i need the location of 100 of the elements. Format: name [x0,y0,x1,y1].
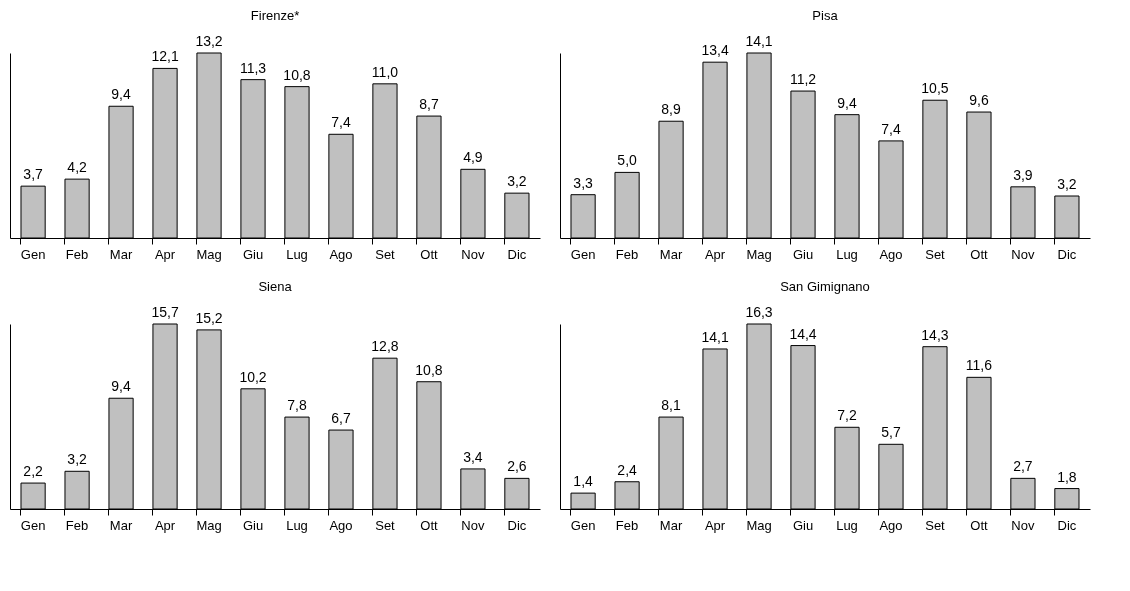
x-tick-label: Giu [792,517,814,533]
x-tick-label: Ott [420,517,438,533]
x-tick-label: Dic [507,246,527,262]
x-tick-label: Ott [970,246,988,262]
data-label: 9,4 [837,94,857,111]
data-label: 3,7 [23,166,44,183]
data-label: 9,6 [969,92,989,109]
data-label: 3,3 [573,174,594,191]
data-label: 11,2 [789,71,817,88]
x-tick-label: Mag [196,517,222,533]
x-tick-label: Set [375,517,396,533]
data-label: 9,4 [111,378,131,395]
data-label: 8,9 [661,101,681,118]
x-tick-label: Apr [704,246,726,262]
x-tick-label: Ago [329,517,353,533]
x-tick-label: Lug [286,246,308,262]
data-label: 4,9 [463,149,483,166]
data-label: 3,9 [1013,166,1033,183]
x-tick-label: Gen [20,246,46,262]
data-label: 5,0 [617,152,638,169]
x-tick-label: Set [375,246,396,262]
data-label: 15,7 [151,304,179,320]
data-label: 2,6 [507,458,527,475]
data-label: 14,4 [789,325,817,342]
x-tick-label: Feb [615,246,639,262]
data-label: 11,0 [371,63,399,80]
x-tick-label: Feb [65,246,89,262]
data-label: 6,7 [331,410,351,427]
x-tick-label: Mag [746,246,772,262]
data-label: 2,4 [617,461,638,478]
data-label: 14,3 [921,326,949,343]
data-label: 5,7 [881,424,901,441]
data-label: 12,1 [151,48,179,65]
data-label: 10,5 [921,80,949,97]
x-tick-label: Ago [879,246,903,262]
data-label: 1,8 [1057,468,1077,485]
x-tick-label: Apr [154,517,176,533]
data-label: 4,2 [67,159,88,176]
data-label: 9,4 [111,86,131,103]
x-tick-label: Mag [196,246,222,262]
data-label: 10,8 [415,361,443,378]
data-label: 13,2 [195,33,223,49]
x-tick-label: Gen [20,517,46,533]
data-label: 15,2 [195,309,223,326]
x-tick-label: Lug [836,246,858,262]
chart-title: Siena [258,279,293,294]
x-tick-label: Nov [461,517,485,533]
data-label: 3,2 [1057,176,1077,193]
data-label: 1,4 [573,473,594,490]
x-tick-label: Apr [154,246,176,262]
data-label: 12,8 [371,338,399,355]
data-label: 16,3 [745,304,773,320]
x-tick-label: Nov [461,246,485,262]
data-label: 2,2 [23,463,44,480]
x-tick-label: Feb [65,517,89,533]
x-tick-label: Dic [1057,246,1077,262]
x-tick-label: Ago [329,246,353,262]
x-tick-label: Nov [1011,517,1035,533]
data-label: 13,4 [701,42,729,59]
x-tick-label: Giu [242,246,264,262]
x-tick-label: Lug [286,517,308,533]
data-label: 8,7 [419,96,439,113]
data-label: 3,4 [463,448,483,465]
x-tick-label: Ott [970,517,988,533]
data-label: 7,2 [837,407,857,424]
data-label: 8,1 [661,397,681,414]
x-tick-label: Nov [1011,246,1035,262]
data-label: 10,8 [283,66,311,83]
data-label: 11,3 [239,59,267,76]
data-label: 7,4 [331,114,351,131]
x-tick-label: Dic [507,517,527,533]
x-tick-label: Set [925,246,946,262]
x-tick-label: Mar [659,517,683,533]
chart-title: Firenze* [250,8,300,23]
data-label: 14,1 [701,328,729,345]
x-tick-label: Gen [570,517,596,533]
data-label: 3,2 [67,451,88,468]
x-tick-label: Ago [879,517,903,533]
chart-title: San Gimignano [780,279,870,294]
x-tick-label: Mag [746,517,772,533]
x-tick-label: Gen [570,246,596,262]
data-label: 7,8 [287,397,307,414]
x-tick-label: Mar [659,246,683,262]
data-label: 3,2 [507,173,527,190]
chart-title: Pisa [812,8,839,23]
x-tick-label: Set [925,517,946,533]
data-label: 14,1 [745,33,773,49]
x-tick-label: Dic [1057,517,1077,533]
x-tick-label: Giu [792,246,814,262]
x-tick-label: Ott [420,246,438,262]
x-tick-label: Feb [615,517,639,533]
x-tick-label: Lug [836,517,858,533]
data-label: 2,7 [1013,458,1033,475]
x-tick-label: Mar [109,246,133,262]
x-tick-label: Mar [109,517,133,533]
data-label: 10,2 [239,368,267,385]
x-tick-label: Apr [704,517,726,533]
x-tick-label: Giu [242,517,264,533]
data-label: 11,6 [965,357,993,374]
data-label: 7,4 [881,120,901,137]
